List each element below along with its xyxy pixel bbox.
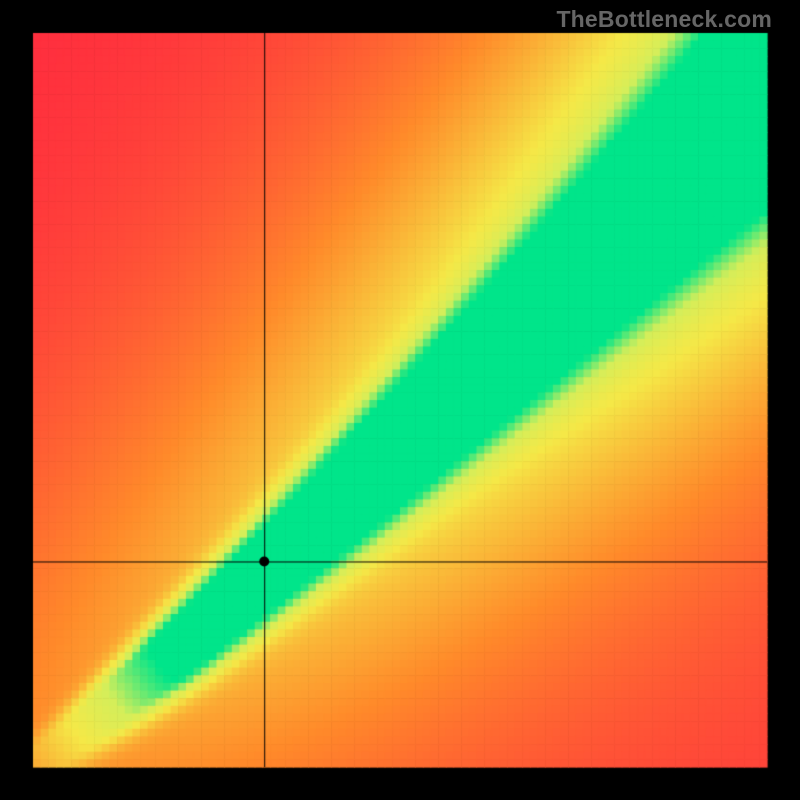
watermark-text: TheBottleneck.com — [556, 6, 772, 33]
chart-container: TheBottleneck.com — [0, 0, 800, 800]
bottleneck-heatmap — [0, 0, 800, 800]
